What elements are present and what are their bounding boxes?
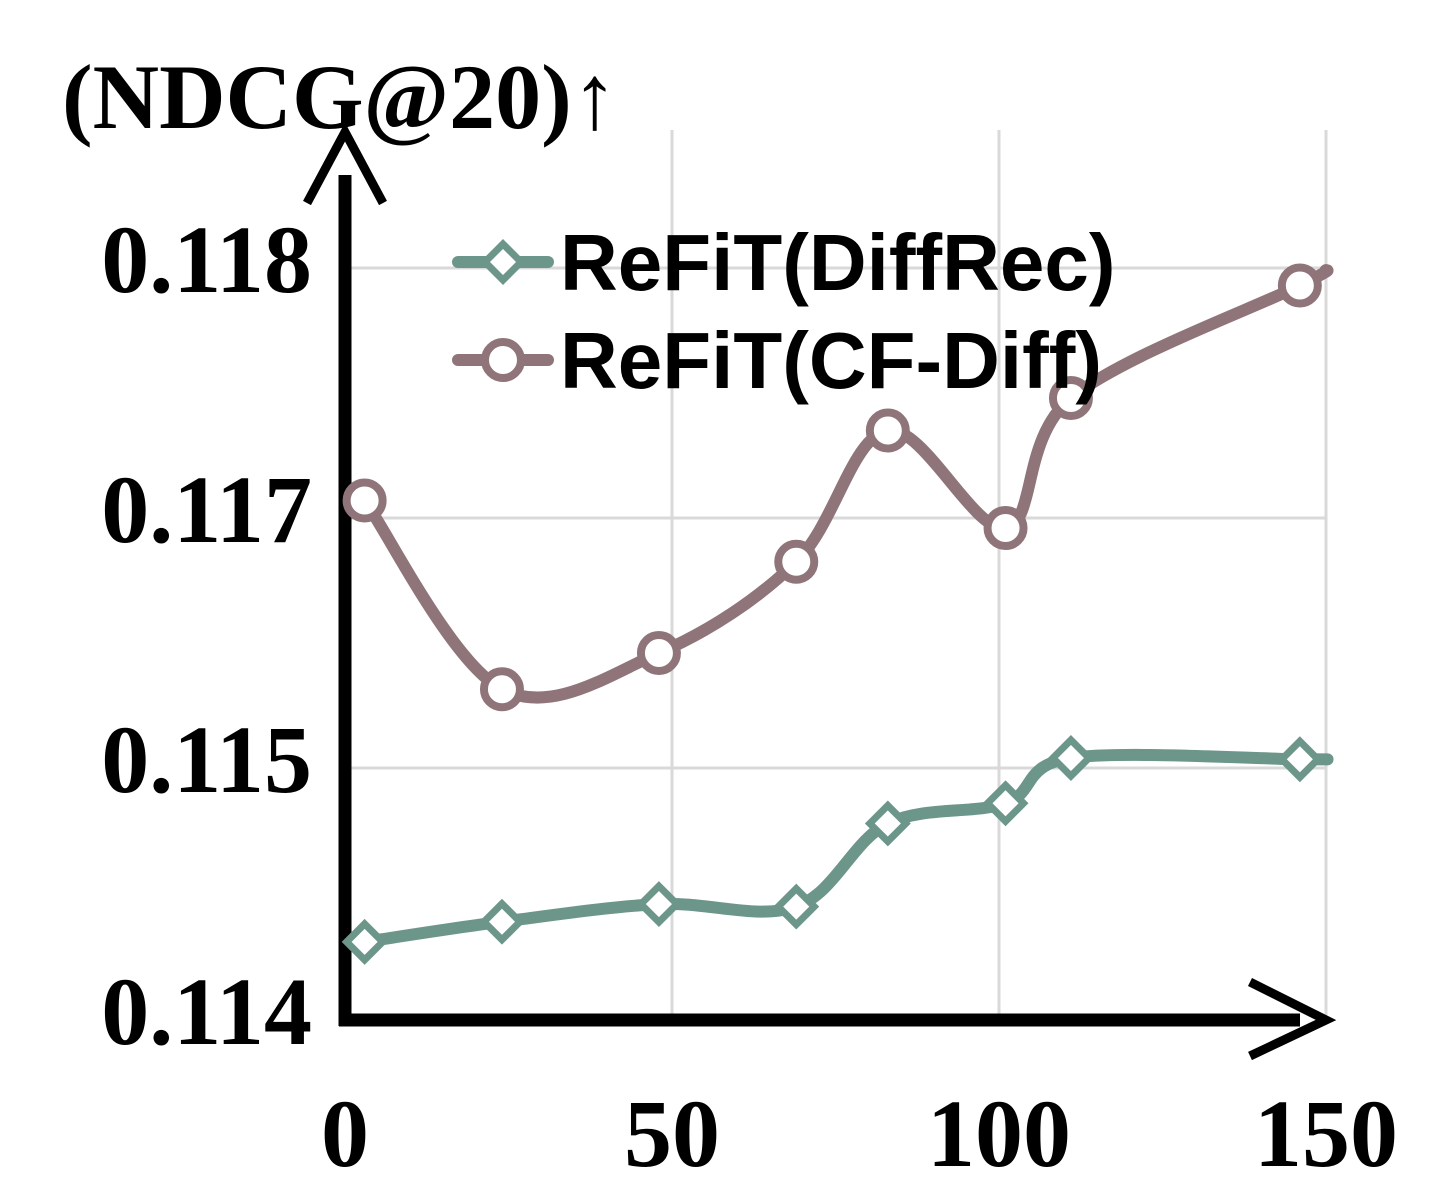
data-point [983, 506, 1028, 550]
x-tick-label: 150 [1254, 1080, 1398, 1187]
series-0 [341, 735, 1334, 965]
data-point [636, 631, 681, 675]
x-axis-arrowhead [1247, 977, 1337, 1061]
data-point [1048, 376, 1093, 420]
data-point [342, 478, 387, 523]
x-tick-label: 100 [927, 1080, 1071, 1187]
data-point [1276, 736, 1323, 783]
data-point [1277, 263, 1322, 308]
y-tick-label: 0.115 [101, 706, 312, 813]
data-point [774, 539, 819, 584]
data-point [1047, 735, 1094, 781]
x-tick-label: 0 [321, 1080, 369, 1187]
data-point [865, 408, 910, 453]
legend-label: ReFiT(DiffRec) [560, 218, 1116, 307]
legend-label: ReFiT(CF-Diff) [560, 316, 1102, 405]
series [341, 263, 1334, 965]
data-point [982, 780, 1029, 827]
y-tick-label: 0.118 [101, 206, 312, 313]
data-point [635, 881, 682, 928]
data-point [864, 800, 911, 847]
legend: ReFiT(DiffRec) ReFiT(CF-Diff) [452, 218, 1116, 405]
y-tick-label: 0.114 [101, 958, 312, 1065]
data-point [773, 883, 820, 930]
data-point [341, 918, 388, 965]
legend-marker [480, 239, 526, 285]
legend-marker [481, 338, 525, 382]
tick-labels: 0.114 0.115 0.117 0.118 0 50 100 150 [101, 206, 1398, 1187]
data-point [479, 667, 524, 712]
y-tick-label: 0.117 [101, 456, 312, 563]
y-axis-arrowhead [303, 122, 387, 206]
data-point [479, 898, 525, 945]
y-axis-label: (NDCG@20)↑ [62, 46, 618, 148]
axes [303, 122, 1337, 1061]
x-tick-label: 50 [624, 1080, 720, 1187]
series-1 [342, 263, 1334, 712]
